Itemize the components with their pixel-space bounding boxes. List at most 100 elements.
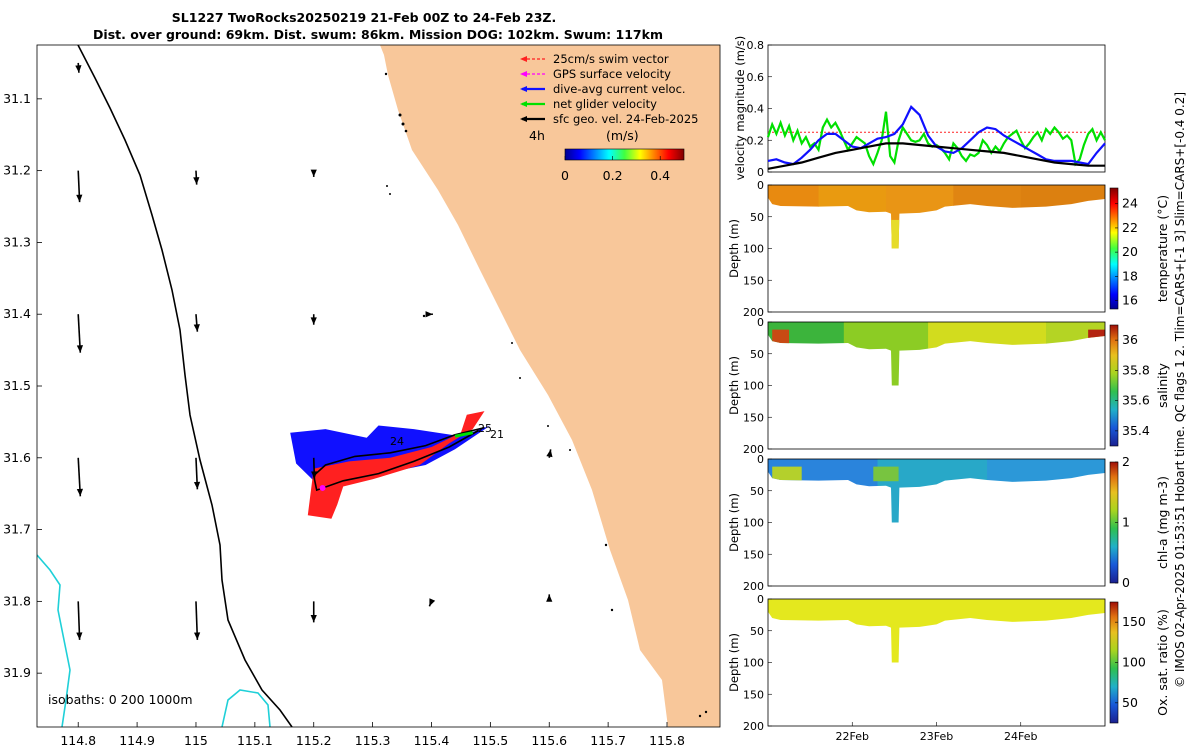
copyright-note: © IMOS 02-Apr-2025 01:53:51 Hobart time.… xyxy=(1173,92,1187,688)
colorbar-tick-label: 20 xyxy=(1122,244,1138,259)
map-ytick-label: 31.3 xyxy=(3,234,31,249)
isobath-1000m xyxy=(37,554,71,727)
velocity-ytick-label: 0.8 xyxy=(747,39,765,52)
gps-velocity-mark xyxy=(319,484,326,491)
section-colorbar xyxy=(1109,187,1119,310)
geo-vector-arrow xyxy=(76,601,83,640)
colorbar-tick-label: 100 xyxy=(1122,655,1146,670)
map-ytick-label: 31.4 xyxy=(3,306,31,321)
section-ytick-label: 200 xyxy=(743,306,764,319)
section-ytick-label: 100 xyxy=(743,380,764,393)
geo-vector-arrow xyxy=(310,601,317,623)
geo-vector-arrow xyxy=(425,311,433,318)
section-ytick-label: 50 xyxy=(750,348,764,361)
geo-vector-arrow xyxy=(428,598,436,607)
colorbar-tick-label: 16 xyxy=(1122,293,1138,308)
map-xtick-label: 115.8 xyxy=(649,733,685,748)
speed-tick-label: 0 xyxy=(561,168,569,183)
map-xtick-label: 115.6 xyxy=(531,733,567,748)
section-ytick-label: 100 xyxy=(743,657,764,670)
map-ytick-label: 31.8 xyxy=(3,593,31,608)
velocity-ytick-label: 0.6 xyxy=(747,71,765,84)
track-label-24: 24 xyxy=(390,435,404,448)
colorbar-tick-label: 35.8 xyxy=(1122,362,1150,377)
section-colorbar xyxy=(1109,324,1119,447)
figure-title-line2: Dist. over ground: 69km. Dist. swum: 86k… xyxy=(93,27,663,42)
legend-label: sfc geo. vel. 24-Feb-2025 xyxy=(553,112,699,126)
map-xtick-label: 115.3 xyxy=(355,733,391,748)
section-feature xyxy=(873,466,899,482)
map-ytick-label: 31.6 xyxy=(3,450,31,465)
map-y-axis: 31.1 31.2 31.3 31.4 31.5 31.6 31.7 31.8 31.9 xyxy=(3,91,42,680)
section-ytick-label: 150 xyxy=(743,274,764,287)
geo-vector-arrow xyxy=(193,314,200,332)
velocity-series-line xyxy=(767,142,1105,170)
isobaths-label: isobaths: 0 200 1000m xyxy=(48,692,193,707)
section-feature xyxy=(772,466,802,482)
map-panel: 24 25 21 isobaths: 0 200 1000m 114.8 114.… xyxy=(3,44,721,748)
velocity-ytick-label: 0.2 xyxy=(747,134,765,147)
legend-entry: sfc geo. vel. 24-Feb-2025 xyxy=(520,112,699,126)
map-ytick-label: 31.9 xyxy=(3,665,31,680)
geo-vector-arrow xyxy=(311,457,318,479)
legend-label: 25cm/s swim vector xyxy=(553,52,669,66)
geo-vector-arrow xyxy=(76,170,83,203)
geo-vector-arrow xyxy=(546,594,553,602)
legend-entry: 25cm/s swim vector xyxy=(520,52,669,66)
section-ytick-label: 50 xyxy=(750,625,764,638)
geo-vector-arrow xyxy=(193,170,200,185)
colorbar-tick-label: 35.4 xyxy=(1122,423,1150,438)
map-ytick-label: 31.7 xyxy=(3,522,31,537)
colorbar-tick-label: 150 xyxy=(1122,614,1146,629)
time-tick-label: 22Feb xyxy=(836,730,869,743)
section-ytick-label: 100 xyxy=(743,517,764,530)
isobath-1000m-south xyxy=(221,689,271,727)
section-ytick-label: 200 xyxy=(743,443,764,456)
speed-tick-label: 0.2 xyxy=(603,168,623,183)
section-ytick-label: 0 xyxy=(757,593,764,606)
geo-vector-arrow xyxy=(76,314,84,353)
legend-entry: net glider velocity xyxy=(520,97,657,111)
legend-label: dive-avg current veloc. xyxy=(553,82,686,96)
velocity-frame xyxy=(767,44,1106,173)
section-ytick-label: 200 xyxy=(743,580,764,593)
map-xtick-label: 115.1 xyxy=(237,733,273,748)
section-ytick-label: 0 xyxy=(757,179,764,192)
speed-colorbar-ticks: 0 0.2 0.4 xyxy=(561,156,670,183)
speed-tick-label: 0.4 xyxy=(650,168,670,183)
section-ytick-label: 150 xyxy=(743,688,764,701)
section-ylabel: Depth (m) xyxy=(727,633,741,692)
section-ytick-label: 0 xyxy=(757,453,764,466)
section-chl-a: 0 50 100 150 200 Depth (m) 0 1 2 chl-a (mg m-3) xyxy=(727,453,1170,593)
section-feature xyxy=(772,329,790,345)
section-ytick-label: 50 xyxy=(750,485,764,498)
section-ytick-label: 200 xyxy=(743,720,764,733)
geo-vectors xyxy=(75,62,553,640)
geo-vector-arrow xyxy=(546,449,553,458)
time-tick-label: 24Feb xyxy=(1004,730,1037,743)
colorbar-tick-label: 1 xyxy=(1122,515,1130,530)
velocity-ytick-label: 0 xyxy=(757,166,764,179)
section-salinity: 0 50 100 150 200 Depth (m) 35.4 35.6 35.8 36 salin… xyxy=(727,316,1170,456)
legend-label: GPS surface velocity xyxy=(553,67,671,81)
figure-title-line1: SL1227 TwoRocks20250219 21-Feb 00Z to 24… xyxy=(172,10,556,25)
geo-vector-arrow xyxy=(310,169,317,177)
land-mass xyxy=(380,45,720,727)
colorbar-label: Ox. sat. ratio (%) xyxy=(1155,609,1170,716)
net-velocity-mark xyxy=(454,431,474,438)
colorbar-tick-label: 50 xyxy=(1122,695,1138,710)
geo-vector-arrow xyxy=(310,314,317,325)
map-xtick-label: 115.7 xyxy=(590,733,626,748)
colorbar-tick-label: 36 xyxy=(1122,332,1138,347)
section-ytick-label: 100 xyxy=(743,243,764,256)
velocity-ytick-label: 0.4 xyxy=(747,103,765,116)
map-x-axis: 114.8 114.9 115 115.1 115.2 115.3 115.4 115.5 11… xyxy=(60,722,685,748)
legend-entry: GPS surface velocity xyxy=(520,67,671,81)
time-step-label: 4h xyxy=(529,128,545,143)
section-oxygen: 0 50 100 150 200 Depth (m) 50 100 150 Ox. sat. ra… xyxy=(727,593,1170,733)
legend-label: net glider velocity xyxy=(553,97,657,111)
net-glider-velocity xyxy=(319,431,474,491)
map-xtick-label: 115.2 xyxy=(296,733,332,748)
